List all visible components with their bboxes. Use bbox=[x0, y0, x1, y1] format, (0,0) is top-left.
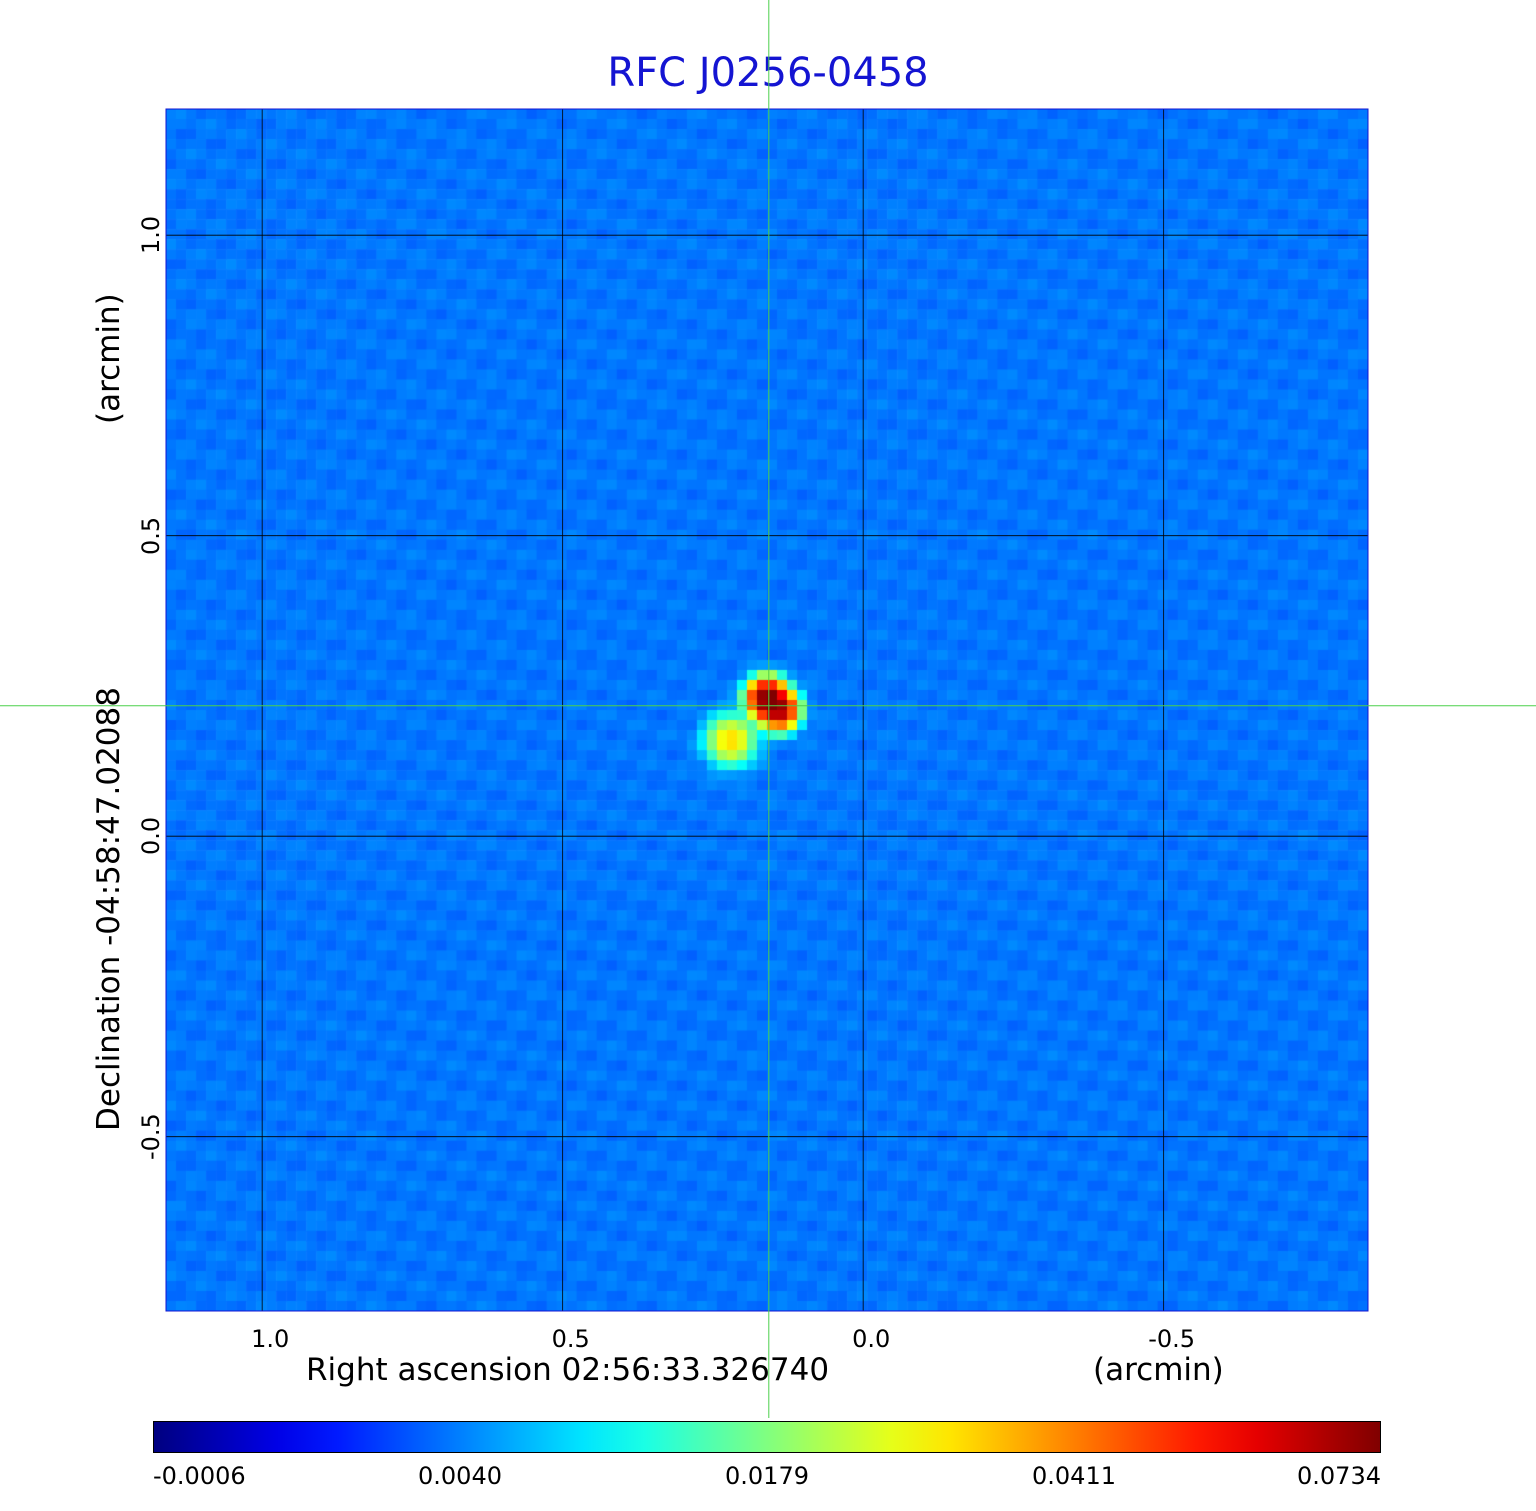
y-tick-label: -0.5 bbox=[137, 1113, 165, 1161]
colorbar-tick-label: 0.0411 bbox=[1032, 1462, 1116, 1490]
x-tick-label: 0.5 bbox=[551, 1325, 590, 1353]
page-title: RFC J0256-0458 bbox=[607, 50, 929, 96]
y-axis-label: Declination -04:58:47.02088 bbox=[91, 687, 127, 1131]
y-axis-unit: (arcmin) bbox=[91, 293, 127, 424]
intensity-image bbox=[166, 109, 1368, 1311]
colorbar-tick-label: 0.0040 bbox=[418, 1462, 502, 1490]
x-tick-label: -0.5 bbox=[1148, 1325, 1196, 1353]
y-tick-label: 0.5 bbox=[137, 516, 165, 555]
colorbar-tick-label: 0.0734 bbox=[1297, 1462, 1381, 1490]
y-tick-label: 1.0 bbox=[137, 216, 165, 255]
x-axis-unit: (arcmin) bbox=[1093, 1352, 1224, 1388]
y-tick-label: 0.0 bbox=[137, 817, 165, 856]
x-tick-label: 1.0 bbox=[251, 1325, 290, 1353]
colorbar bbox=[153, 1421, 1381, 1453]
colorbar-tick-label: -0.0006 bbox=[153, 1462, 246, 1490]
x-axis-label: Right ascension 02:56:33.326740 bbox=[306, 1352, 830, 1388]
x-tick-label: 0.0 bbox=[852, 1325, 891, 1353]
colorbar-tick-label: 0.0179 bbox=[725, 1462, 809, 1490]
radio-map bbox=[166, 109, 1368, 1311]
